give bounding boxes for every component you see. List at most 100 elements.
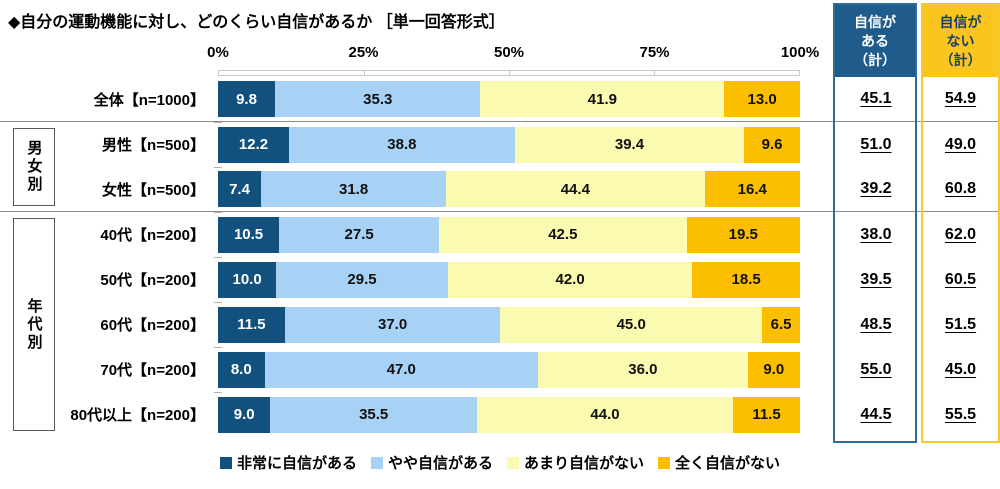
legend-swatch-icon [370, 456, 383, 469]
bar-area: 10.0 29.5 42.0 18.5 [212, 261, 800, 298]
row-divider-tick [214, 167, 222, 168]
bar-segment-1: 10.0 [218, 261, 277, 298]
sum-confident-value: 44.5 [836, 406, 916, 424]
bar-area: 8.0 47.0 36.0 9.0 [212, 351, 800, 388]
table-row: 50代【n=200】 10.0 29.5 42.0 18.5 39.5 60.5 [0, 257, 1000, 302]
bar-segment-value: 10.5 [233, 226, 264, 243]
bar-segment-value: 11.5 [237, 316, 266, 333]
bar-segment-4: 18.5 [692, 261, 800, 298]
row-label: 50代【n=200】 [100, 272, 205, 289]
sum-confident-value: 45.1 [836, 90, 916, 108]
bar-segment-value: 12.2 [238, 136, 269, 153]
bar-segment-3: 42.5 [439, 216, 687, 253]
bar-segment-value: 31.8 [338, 180, 369, 198]
legend-swatch-icon [658, 456, 671, 469]
legend-item: 非常に自信がある [219, 452, 357, 473]
bar-segment-3: 41.9 [480, 81, 725, 117]
bar-segment-value: 39.4 [614, 136, 645, 153]
row-divider-tick [214, 122, 222, 123]
bar-segment-value: 9.6 [761, 136, 783, 153]
bar-segment-2: 35.5 [270, 396, 477, 433]
group-box-2: 年代別 [13, 218, 55, 431]
sum-not-confident-value: 60.5 [921, 271, 1000, 289]
bar-segment-2: 38.8 [289, 126, 515, 163]
table-row: 60代【n=200】 11.5 37.0 45.0 6.5 48.5 51.5 [0, 302, 1000, 347]
summary-header-line: 自信が [939, 13, 982, 30]
bar-segment-value: 38.8 [387, 136, 417, 153]
stacked-bar: 11.5 37.0 45.0 6.5 [218, 306, 800, 343]
bar-segment-3: 44.0 [476, 396, 734, 433]
table-row: 女性【n=500】 7.4 31.8 44.4 16.4 39.2 60.8 [0, 167, 1000, 212]
bar-segment-4: 9.6 [744, 126, 800, 163]
row-divider-tick [214, 212, 222, 213]
bar-segment-2: 29.5 [276, 261, 448, 298]
sum-confident-number: 44.5 [860, 405, 892, 423]
bar-segment-1: 8.0 [218, 351, 265, 388]
sum-not-confident-number: 60.8 [944, 180, 977, 197]
bar-segment-value: 13.0 [747, 90, 777, 108]
stacked-bar: 8.0 47.0 36.0 9.0 [218, 351, 800, 388]
bar-segment-4: 6.5 [762, 306, 800, 343]
sum-not-confident-number: 51.5 [944, 315, 977, 333]
bar-segment-4: 9.0 [747, 351, 800, 388]
table-row: 男性【n=500】 12.2 38.8 39.4 9.6 51.0 49.0 [0, 122, 1000, 167]
bar-rows: 全体【n=1000】 9.8 35.3 41.9 13.0 45.1 54.9 男性【n=50… [0, 77, 1000, 437]
summary-header-line: ある [861, 32, 889, 49]
bar-segment-2: 47.0 [264, 351, 539, 388]
bar-area: 10.5 27.5 42.5 19.5 [212, 216, 800, 253]
summary-header-confident: 自信が ある （計） [835, 5, 915, 77]
bar-segment-value: 19.5 [728, 226, 758, 243]
summary-header-line: （計） [939, 51, 982, 68]
bar-area: 7.4 31.8 44.4 16.4 [212, 171, 800, 207]
bar-segment-value: 8.0 [230, 361, 252, 378]
bar-segment-1: 10.5 [218, 216, 280, 253]
sum-not-confident-number: 60.5 [944, 270, 977, 288]
group-label: 男女別 [25, 140, 43, 194]
bar-segment-value: 35.3 [363, 90, 393, 108]
sum-confident-number: 39.5 [860, 270, 892, 288]
bar-segment-value: 27.5 [344, 226, 374, 243]
summary-column-confident: 自信が ある （計） [833, 3, 917, 443]
sum-confident-number: 45.1 [860, 90, 892, 107]
row-divider-tick [214, 392, 222, 393]
bar-segment-1: 12.2 [218, 126, 289, 163]
bar-segment-value: 41.9 [587, 90, 617, 108]
bar-segment-value: 45.0 [616, 316, 646, 333]
bar-area: 9.8 35.3 41.9 13.0 [212, 81, 800, 117]
summary-header-line: ない [946, 32, 975, 49]
row-label: 60代【n=200】 [100, 317, 205, 334]
stacked-bar: 9.8 35.3 41.9 13.0 [218, 81, 800, 117]
bar-segment-value: 18.5 [731, 271, 761, 288]
legend-item: やや自信がある [370, 452, 493, 473]
legend-label: あまり自信がない [524, 455, 645, 472]
axis-baseline [218, 70, 800, 76]
axis-tick-label: 0% [207, 44, 229, 61]
legend-swatch-icon [507, 456, 519, 469]
summary-header-not-confident: 自信がない （計） [923, 5, 998, 77]
stacked-bar: 9.0 35.5 44.0 11.5 [218, 396, 800, 433]
row-label: 70代【n=200】 [100, 362, 205, 379]
bar-segment-value: 47.0 [386, 361, 416, 378]
bar-segment-1: 11.5 [218, 306, 285, 343]
bar-segment-4: 16.4 [704, 171, 800, 207]
bar-segment-value: 16.4 [737, 180, 767, 198]
bar-segment-2: 35.3 [275, 81, 481, 117]
bar-segment-value: 44.4 [560, 180, 590, 198]
bar-segment-4: 11.5 [733, 396, 800, 433]
chart-title: ◆自分の運動機能に対し、どのくらい自信があるか ［単一回答形式］ [8, 14, 505, 31]
sum-confident-number: 38.0 [860, 225, 892, 243]
bar-segment-1: 9.8 [218, 81, 276, 117]
sum-confident-value: 48.5 [836, 316, 916, 334]
axis-tick-label: 75% [639, 44, 670, 61]
sum-not-confident-value: 55.5 [921, 406, 1000, 424]
stacked-bar: 10.5 27.5 42.5 19.5 [218, 216, 800, 253]
bar-segment-value: 42.0 [555, 271, 585, 288]
bar-segment-value: 44.0 [590, 406, 620, 423]
sum-confident-number: 55.0 [860, 360, 892, 378]
sum-not-confident-number: 45.0 [944, 360, 977, 378]
bar-segment-1: 7.4 [218, 171, 262, 207]
legend-item: 全く自信がない [658, 452, 780, 473]
bar-segment-1: 9.0 [218, 396, 271, 433]
row-label: 80代以上【n=200】 [70, 407, 205, 424]
axis-tick-label: 100% [780, 44, 820, 61]
